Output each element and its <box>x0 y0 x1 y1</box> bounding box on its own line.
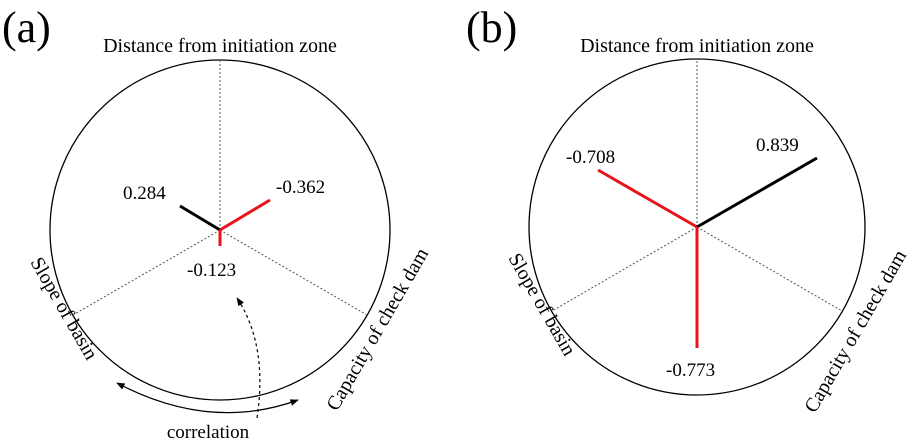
panel-b-label: (b) <box>466 3 517 52</box>
panel-b-guide-right <box>696 226 843 312</box>
panel-a-correlation-double-arrow <box>116 382 299 414</box>
panel-a-guide-left <box>72 229 221 316</box>
panel-a-arm-top-right <box>219 198 271 232</box>
panel-a-label: (a) <box>2 3 51 52</box>
panel-b-circle <box>528 58 866 396</box>
panel-b-arm-top-right <box>696 156 818 229</box>
panel-a-arm-top-left <box>179 204 221 232</box>
panel-a: (a) 0.284 -0.362 -0.123 Distance from in… <box>2 3 433 442</box>
panel-b-axis-left: Slope of basin <box>504 250 580 360</box>
panel-a-axis-left: Slope of basin <box>26 254 102 364</box>
panel-b-value-top-right: 0.839 <box>756 135 799 156</box>
panel-b-guide-left <box>551 226 698 312</box>
panel-a-annotation: correlation <box>167 422 250 442</box>
panel-b-arm-top-left <box>597 168 698 229</box>
panel-b-axis-right: Capacity of check dam <box>800 246 911 417</box>
panel-b-value-top-left: -0.708 <box>566 147 615 168</box>
panel-a-value-top-right: -0.362 <box>276 177 325 198</box>
panel-a-value-top-left: 0.284 <box>123 183 166 204</box>
panel-a-value-bottom: -0.123 <box>187 260 236 281</box>
panel-b-axis-top: Distance from initiation zone <box>580 35 814 57</box>
panel-a-correlation-pointer-arrow <box>236 297 261 419</box>
panel-b-value-bottom: -0.773 <box>666 360 715 381</box>
panel-a-guide-right <box>219 229 368 316</box>
panel-a-axis-right: Capacity of check dam <box>322 244 433 415</box>
panel-a-axis-top: Distance from initiation zone <box>103 35 337 57</box>
panel-b: (b) -0.708 0.839 -0.773 Distance from in… <box>466 3 911 417</box>
